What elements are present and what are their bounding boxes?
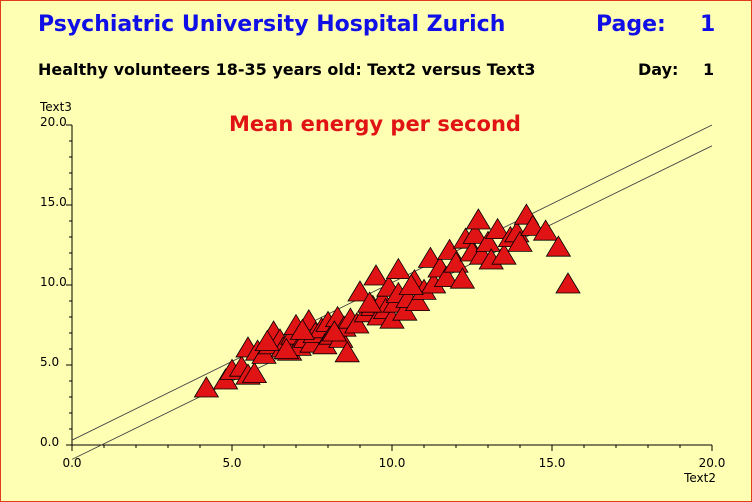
x-axis-label: Text2 bbox=[683, 471, 716, 485]
x-tick-label: 10.0 bbox=[379, 456, 406, 470]
x-tick-label: 20.0 bbox=[699, 456, 726, 470]
triangle-point bbox=[462, 222, 488, 244]
x-tick-label: 5.0 bbox=[222, 456, 241, 470]
triangle-point bbox=[491, 243, 517, 265]
triangle-point bbox=[433, 265, 460, 288]
triangle-point bbox=[555, 272, 581, 294]
triangle-point bbox=[273, 337, 300, 360]
triangle-point bbox=[241, 361, 268, 384]
triangle-point bbox=[475, 230, 501, 252]
axes: 0.0 5.0 10.0 15.0 20.0 0.0 5.0 10.0 15.0 20.0 bbox=[40, 115, 725, 470]
triangle-point bbox=[334, 341, 360, 363]
data-points bbox=[193, 203, 581, 398]
triangle-point bbox=[254, 329, 280, 352]
x-tick-label: 15.0 bbox=[539, 456, 566, 470]
y-axis-label: Text3 bbox=[39, 100, 72, 114]
x-tick-label: 0.0 bbox=[62, 456, 81, 470]
y-tick-label: 20.0 bbox=[40, 115, 67, 129]
study-subtitle: Healthy volunteers 18-35 years old: Text… bbox=[38, 60, 536, 79]
triangle-point bbox=[507, 230, 533, 252]
triangle-point bbox=[344, 312, 370, 334]
triangle-point bbox=[385, 257, 412, 280]
triangle-point bbox=[363, 264, 389, 286]
triangle-point bbox=[532, 219, 559, 241]
y-tick-label: 10.0 bbox=[40, 275, 67, 289]
triangle-point bbox=[484, 217, 511, 240]
y-tick-label: 15.0 bbox=[40, 195, 67, 209]
page-label: Page: bbox=[596, 12, 666, 37]
triangle-point bbox=[347, 280, 373, 302]
day-label: Day: bbox=[638, 60, 679, 79]
triangle-point bbox=[545, 235, 572, 257]
day-number: 1 bbox=[703, 60, 715, 79]
triangle-point bbox=[449, 267, 476, 289]
chart-title: Mean energy per second bbox=[229, 112, 521, 136]
triangle-point bbox=[443, 251, 469, 273]
triangle-point bbox=[356, 291, 383, 313]
page-number: 1 bbox=[700, 12, 716, 37]
y-tick-label: 5.0 bbox=[40, 355, 59, 369]
y-tick-label: 0.0 bbox=[40, 435, 59, 449]
triangle-point bbox=[289, 318, 316, 340]
hospital-title: Psychiatric University Hospital Zurich bbox=[38, 12, 506, 37]
triangle-point bbox=[404, 289, 431, 312]
triangle-point bbox=[465, 208, 492, 230]
triangle-point bbox=[520, 214, 546, 236]
triangle-point bbox=[193, 376, 220, 398]
triangle-point bbox=[398, 273, 424, 296]
triangle-point bbox=[321, 320, 348, 342]
